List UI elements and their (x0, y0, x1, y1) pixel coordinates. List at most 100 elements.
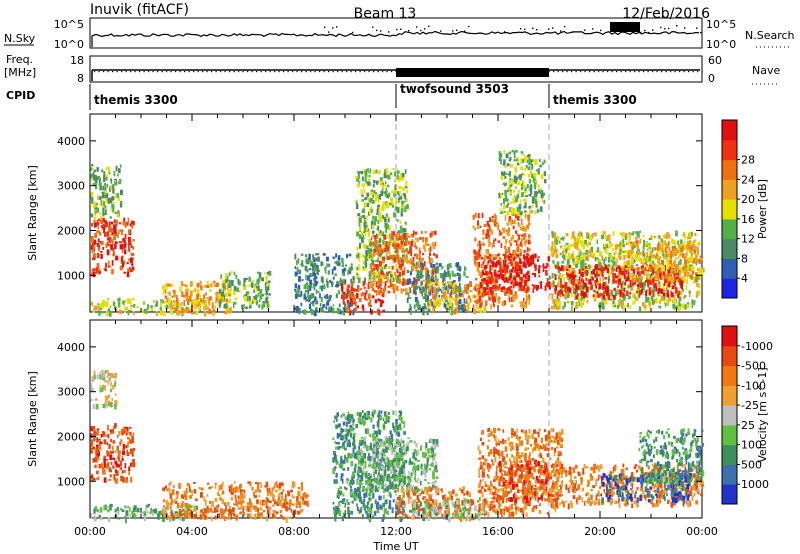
echo-cell (114, 381, 117, 387)
echo-cell (265, 292, 268, 296)
echo-cell (240, 497, 243, 502)
echo-cell (581, 264, 584, 270)
echo-cell (259, 506, 263, 511)
echo-cell (453, 298, 456, 302)
echo-cell (344, 304, 347, 308)
echo-cell (667, 274, 669, 278)
echo-cell (652, 291, 655, 297)
echo-cell (593, 295, 596, 299)
echo-cell (614, 292, 618, 296)
echo-cell (438, 298, 441, 303)
echo-cell (95, 444, 99, 450)
echo-cell (146, 509, 148, 514)
echo-cell (557, 282, 560, 288)
echo-cell (547, 256, 550, 261)
echo-cell (567, 245, 571, 251)
echo-cell (483, 243, 486, 246)
echo-cell (522, 152, 525, 156)
echo-cell (670, 291, 673, 297)
echo-cell (107, 297, 109, 301)
echo-cell (683, 231, 685, 237)
echo-cell (92, 271, 96, 278)
echo-cell (254, 508, 257, 512)
echo-cell (118, 309, 122, 315)
echo-cell (327, 271, 330, 275)
echo-cell (444, 294, 447, 300)
echo-cell (93, 182, 96, 186)
echo-cell (521, 242, 523, 248)
echo-cell (108, 310, 112, 317)
echo-cell (485, 235, 488, 239)
echo-cell (658, 281, 661, 285)
echo-cell (589, 235, 593, 241)
echo-cell (369, 258, 372, 262)
echo-cell (432, 283, 434, 287)
echo-cell (493, 257, 496, 260)
echo-cell (176, 513, 179, 517)
echo-cell (680, 239, 683, 245)
echo-cell (562, 248, 565, 252)
echo-cell (322, 304, 326, 308)
echo-cell (371, 230, 375, 234)
echo-cell (143, 515, 146, 521)
echo-cell (223, 510, 227, 513)
echo-cell (208, 486, 211, 490)
echo-cell (189, 495, 192, 499)
echo-cell (456, 272, 460, 276)
echo-cell (192, 311, 196, 314)
y-tick-label: 2000 (57, 224, 85, 237)
echo-cell (425, 270, 428, 276)
echo-cell (588, 286, 591, 290)
echo-cell (562, 236, 565, 240)
echo-cell (503, 259, 505, 265)
echo-cell (669, 277, 673, 282)
echo-cell (444, 299, 448, 303)
echo-cell (695, 277, 697, 280)
echo-cell (211, 510, 214, 513)
echo-cell (305, 282, 309, 286)
echo-cell (90, 442, 93, 445)
echo-cell (569, 243, 573, 247)
echo-cell (572, 251, 575, 255)
echo-cell (395, 241, 398, 245)
echo-cell (660, 288, 664, 294)
echo-cell (310, 273, 313, 278)
echo-cell (498, 273, 501, 280)
echo-cell (182, 513, 186, 516)
echo-cell (580, 284, 584, 290)
echo-cell (481, 257, 484, 260)
echo-cell (361, 236, 364, 243)
echo-cell (700, 274, 702, 278)
echo-cell (517, 261, 519, 267)
echo-cell (290, 509, 293, 513)
echo-cell (655, 285, 657, 292)
echo-cell (268, 293, 271, 296)
echo-cell (122, 220, 125, 226)
echo-cell (483, 277, 486, 282)
echo-cell (507, 203, 510, 206)
echo-cell (413, 285, 416, 290)
echo-cell (491, 295, 494, 302)
echo-cell (296, 306, 299, 313)
echo-cell (185, 503, 189, 509)
echo-cell (199, 514, 202, 520)
echo-cell (186, 301, 190, 306)
echo-cell (193, 505, 196, 512)
echo-cell (479, 243, 482, 250)
echo-cell (280, 514, 283, 517)
echo-cell (450, 309, 454, 316)
echo-cell (520, 234, 524, 237)
echo-cell (351, 280, 355, 284)
echo-cell (489, 280, 491, 284)
echo-cell (163, 300, 166, 304)
echo-cell (509, 184, 513, 187)
echo-cell (221, 283, 223, 288)
echo-cell (507, 288, 511, 295)
echo-cell (484, 272, 487, 276)
echo-cell (434, 295, 438, 299)
echo-cell (110, 231, 113, 236)
echo-cell (360, 231, 364, 236)
echo-cell (110, 239, 113, 243)
echo-cell (441, 273, 445, 278)
echo-cell (424, 249, 426, 253)
